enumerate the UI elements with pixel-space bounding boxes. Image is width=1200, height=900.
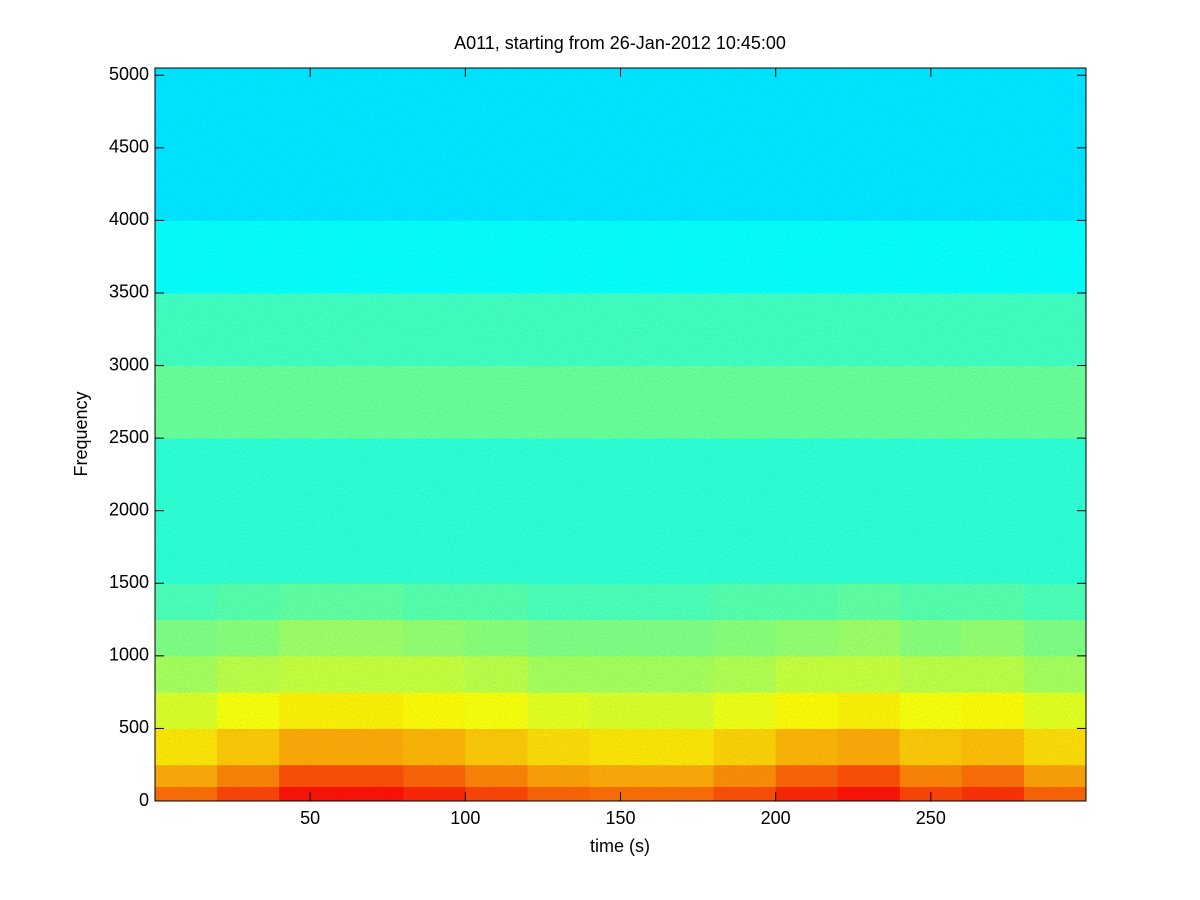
y-tick-label: 2500 [109, 427, 149, 447]
y-tick-label: 2000 [109, 499, 149, 519]
x-tick-label: 250 [916, 808, 946, 828]
y-tick-label: 5000 [109, 64, 149, 84]
y-tick-label: 4500 [109, 137, 149, 157]
y-tick-label: 1000 [109, 645, 149, 665]
x-tick-label: 50 [300, 808, 320, 828]
x-tick-label: 200 [761, 808, 791, 828]
y-tick-label: 3500 [109, 282, 149, 302]
x-axis-label: time (s) [590, 836, 650, 856]
y-tick-label: 500 [119, 717, 149, 737]
y-tick-label: 4000 [109, 209, 149, 229]
y-tick-label: 0 [139, 790, 149, 810]
texture [155, 68, 1086, 801]
y-axis-label: Frequency [71, 391, 91, 476]
x-tick-label: 150 [605, 808, 635, 828]
chart-title: A011, starting from 26-Jan-2012 10:45:00 [454, 33, 786, 53]
y-tick-label: 3000 [109, 354, 149, 374]
x-tick-label: 100 [450, 808, 480, 828]
y-tick-label: 1500 [109, 572, 149, 592]
